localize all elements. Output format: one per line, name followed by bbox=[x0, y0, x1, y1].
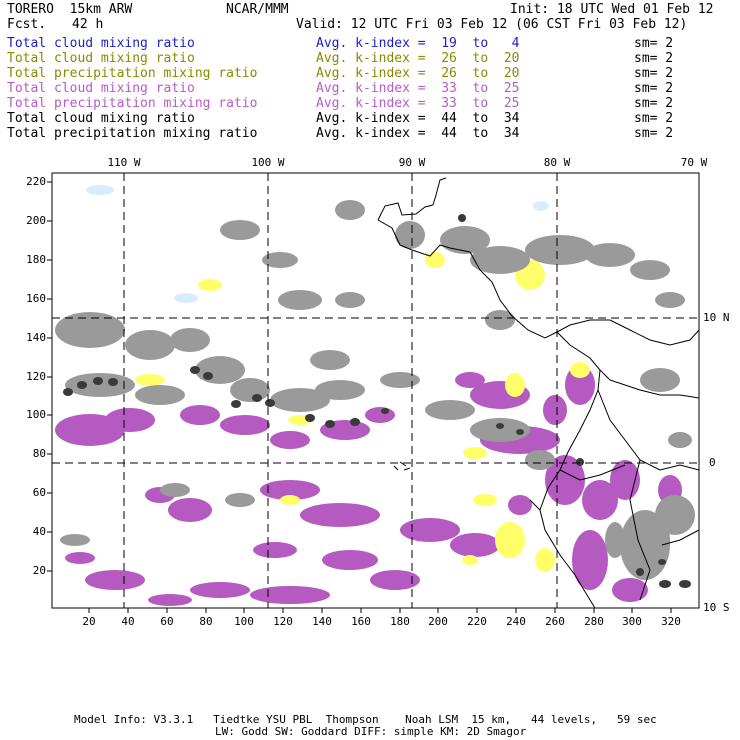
y-tick-label: 20 bbox=[32, 564, 46, 577]
coastlines bbox=[377, 177, 700, 609]
x-tick-label: 160 bbox=[351, 615, 371, 628]
y-tick-label: 80 bbox=[32, 447, 46, 460]
legend-row: Total cloud mixing ratio Avg. k-index = … bbox=[7, 81, 673, 96]
valid-time: Valid: 12 UTC Fri 03 Feb 12 (06 CST Fri … bbox=[296, 17, 688, 32]
legend-kindex: Avg. k-index = 33 to 25 bbox=[316, 81, 520, 96]
x-tick-label: 120 bbox=[273, 615, 293, 628]
legend-kindex: Avg. k-index = 26 to 20 bbox=[316, 51, 520, 66]
x-tick-label: 220 bbox=[467, 615, 487, 628]
x-tick-label: 200 bbox=[428, 615, 448, 628]
org-label: NCAR/MMM bbox=[226, 2, 289, 17]
legend-field-name: Total cloud mixing ratio bbox=[7, 51, 195, 66]
model-title: TORERO 15km ARW bbox=[7, 2, 133, 17]
longitude-label: 100 W bbox=[251, 156, 285, 169]
x-tick-label: 140 bbox=[312, 615, 332, 628]
init-time: Init: 18 UTC Wed 01 Feb 12 bbox=[510, 2, 714, 17]
legend-smoothing: sm= 2 bbox=[634, 111, 674, 126]
legend-smoothing: sm= 2 bbox=[634, 66, 674, 81]
forecast-hour: 42 h bbox=[72, 17, 104, 32]
legend-smoothing: sm= 2 bbox=[634, 96, 674, 111]
axis-ticks bbox=[47, 181, 672, 613]
x-tick-label: 180 bbox=[390, 615, 410, 628]
legend-field-name: Total precipitation mixing ratio bbox=[7, 126, 258, 141]
longitude-label: 110 W bbox=[107, 156, 141, 169]
y-tick-label: 120 bbox=[26, 370, 46, 383]
latitude-label: 10 S bbox=[703, 601, 730, 614]
legend-smoothing: sm= 2 bbox=[634, 51, 674, 66]
legend-field-name: Total cloud mixing ratio bbox=[7, 36, 195, 51]
forecast-label: Fcst. bbox=[7, 17, 47, 32]
longitude-label: 80 W bbox=[543, 156, 571, 169]
map-frame bbox=[51, 172, 700, 609]
y-tick-label: 180 bbox=[26, 253, 46, 266]
x-tick-label: 80 bbox=[199, 615, 213, 628]
legend-kindex: Avg. k-index = 26 to 20 bbox=[316, 66, 520, 81]
x-tick-label: 40 bbox=[121, 615, 135, 628]
x-tick-label: 20 bbox=[82, 615, 96, 628]
y-tick-label: 220 bbox=[26, 175, 46, 188]
legend-row: Total cloud mixing ratio Avg. k-index = … bbox=[7, 36, 673, 51]
x-tick-label: 260 bbox=[545, 615, 565, 628]
longitude-label: 90 W bbox=[398, 156, 426, 169]
legend-row: Total cloud mixing ratio Avg. k-index = … bbox=[7, 111, 673, 126]
latitude-label: 0 bbox=[709, 456, 716, 469]
y-tick-label: 60 bbox=[32, 486, 46, 499]
x-tick-label: 320 bbox=[661, 615, 681, 628]
y-tick-label: 160 bbox=[26, 292, 46, 305]
legend-kindex: Avg. k-index = 44 to 34 bbox=[316, 126, 520, 141]
legend-row: Total cloud mixing ratio Avg. k-index = … bbox=[7, 51, 673, 66]
cloud-areas bbox=[55, 200, 695, 580]
x-tick-label: 60 bbox=[160, 615, 174, 628]
x-tick-label: 240 bbox=[506, 615, 526, 628]
light-blue-areas bbox=[86, 185, 655, 524]
longitude-label: 70 W bbox=[680, 156, 708, 169]
x-tick-label: 280 bbox=[584, 615, 604, 628]
legend-row: Total precipitation mixing ratio Avg. k-… bbox=[7, 96, 673, 111]
latitude-label: 10 N bbox=[703, 311, 730, 324]
legend-field-name: Total precipitation mixing ratio bbox=[7, 96, 258, 111]
legend-field-name: Total cloud mixing ratio bbox=[7, 81, 195, 96]
legend-kindex: Avg. k-index = 33 to 25 bbox=[316, 96, 520, 111]
x-tick-label: 300 bbox=[622, 615, 642, 628]
legend-field-name: Total cloud mixing ratio bbox=[7, 111, 195, 126]
legend-kindex: Avg. k-index = 19 to 4 bbox=[316, 36, 520, 51]
physics-info: LW: Godd SW: Goddard DIFF: simple KM: 2D… bbox=[215, 725, 527, 738]
legend-smoothing: sm= 2 bbox=[634, 36, 674, 51]
y-tick-label: 40 bbox=[32, 525, 46, 538]
y-tick-label: 200 bbox=[26, 214, 46, 227]
x-tick-label: 100 bbox=[234, 615, 254, 628]
legend-row: Total precipitation mixing ratio Avg. k-… bbox=[7, 126, 673, 141]
legend-field-name: Total precipitation mixing ratio bbox=[7, 66, 258, 81]
legend-smoothing: sm= 2 bbox=[634, 81, 674, 96]
model-info: Model Info: V3.3.1 Tiedtke YSU PBL Thomp… bbox=[74, 713, 657, 726]
legend-smoothing: sm= 2 bbox=[634, 126, 674, 141]
y-tick-label: 140 bbox=[26, 331, 46, 344]
legend-row: Total precipitation mixing ratio Avg. k-… bbox=[7, 66, 673, 81]
grid-lines bbox=[52, 173, 699, 608]
dark-cores bbox=[63, 214, 691, 588]
y-tick-label: 100 bbox=[26, 408, 46, 421]
legend-kindex: Avg. k-index = 44 to 34 bbox=[316, 111, 520, 126]
